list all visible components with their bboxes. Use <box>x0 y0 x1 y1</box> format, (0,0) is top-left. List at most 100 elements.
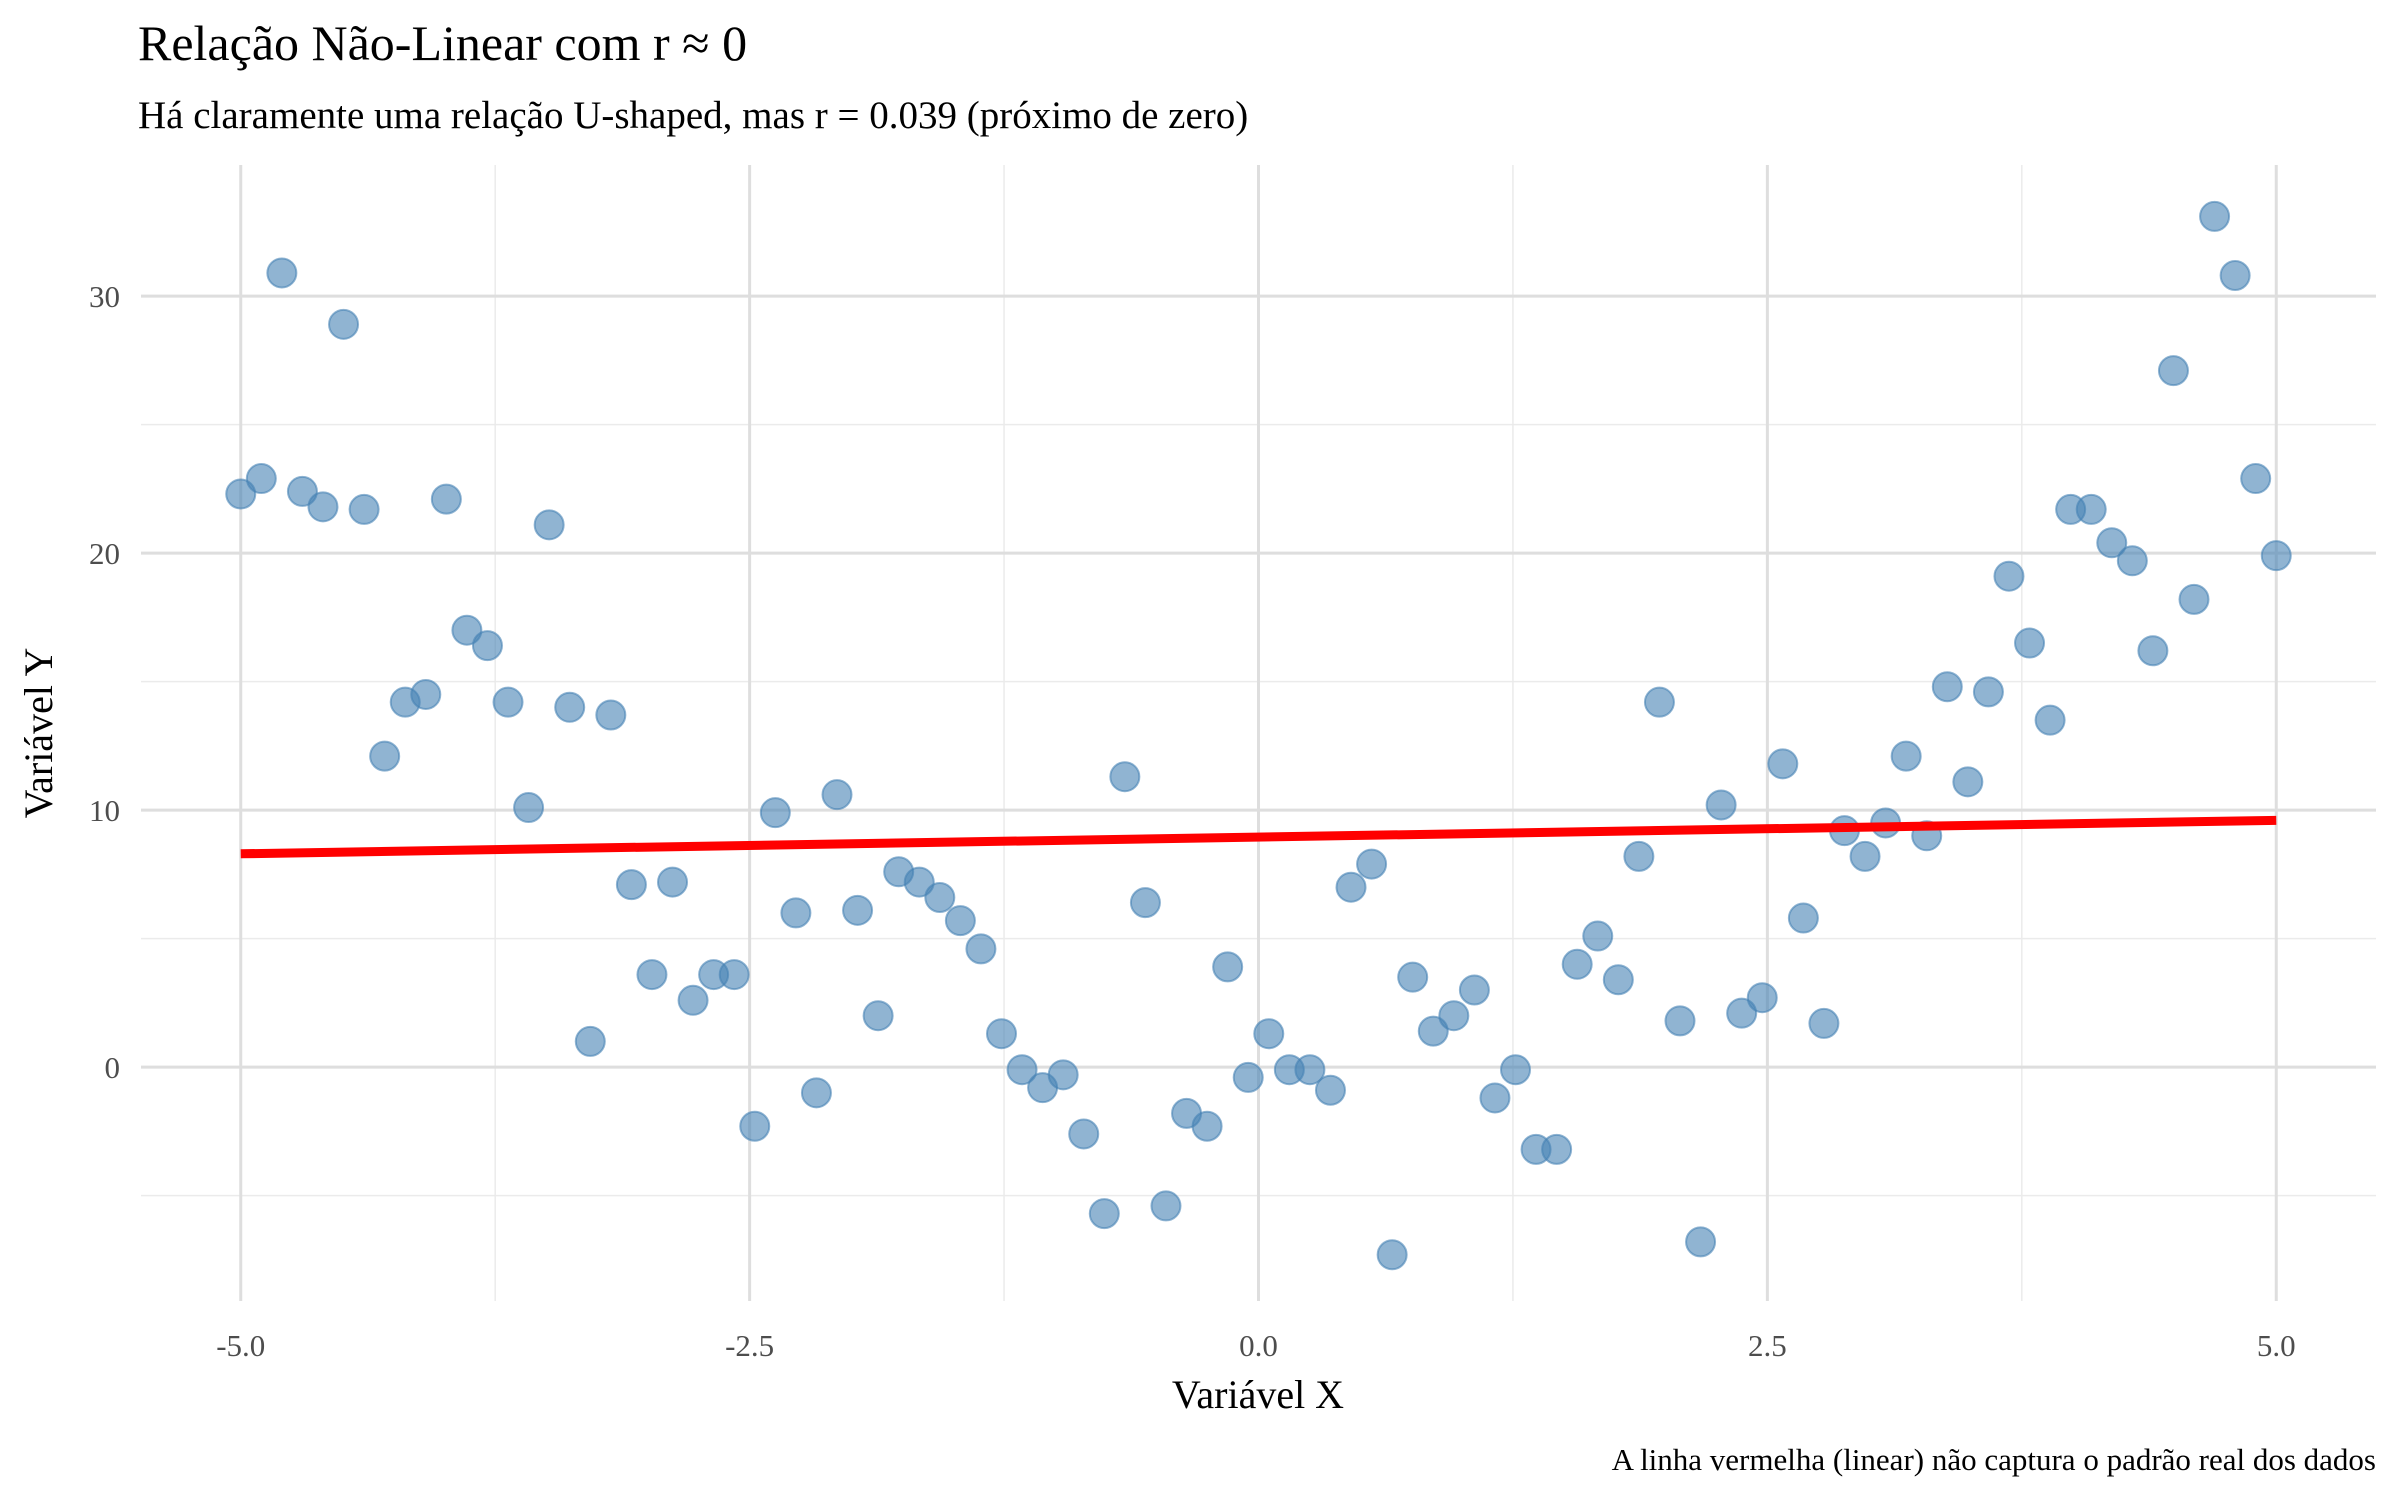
y-tick-label: 10 <box>89 793 120 828</box>
data-point <box>1376 1239 1408 1271</box>
data-point <box>328 308 360 340</box>
data-point <box>1438 1000 1470 1032</box>
data-point <box>2034 704 2066 736</box>
data-point <box>780 897 812 929</box>
data-point <box>903 866 935 898</box>
data-point <box>1191 1110 1223 1142</box>
data-point <box>225 478 257 510</box>
data-point <box>2137 635 2169 667</box>
data-point <box>1623 840 1655 872</box>
x-tick-label: -5.0 <box>216 1328 265 1363</box>
data-point <box>965 933 997 965</box>
data-point <box>513 792 545 824</box>
data-point <box>759 797 791 829</box>
y-axis-title: Variável Y <box>16 648 61 819</box>
data-point <box>1212 951 1244 983</box>
linear-fit-line <box>240 815 2277 859</box>
data-point <box>574 1025 606 1057</box>
data-point <box>1993 560 2025 592</box>
x-axis-title: Variável X <box>1172 1372 1344 1417</box>
data-point <box>1397 961 1429 993</box>
data-point <box>533 509 565 541</box>
data-point <box>1664 1005 1696 1037</box>
data-point <box>245 463 277 495</box>
data-point <box>1849 840 1881 872</box>
data-point <box>430 483 462 515</box>
data-point <box>1582 920 1614 952</box>
data-point <box>2075 493 2107 525</box>
chart-title: Relação Não-Linear com r ≈ 0 <box>138 15 747 71</box>
data-point <box>410 678 442 710</box>
data-point <box>1972 676 2004 708</box>
data-point <box>718 959 750 991</box>
data-point <box>739 1110 771 1142</box>
data-point <box>677 984 709 1016</box>
data-point <box>636 959 668 991</box>
data-point <box>1150 1190 1182 1222</box>
data-point <box>944 905 976 937</box>
data-point <box>2157 355 2189 387</box>
data-point <box>1767 748 1799 780</box>
data-point <box>1129 887 1161 919</box>
data-point <box>451 614 483 646</box>
data-point <box>595 699 627 731</box>
data-point <box>2014 627 2046 659</box>
data-point <box>369 740 401 772</box>
data-point <box>2096 527 2128 559</box>
y-tick-label: 20 <box>89 536 120 571</box>
data-point <box>1808 1007 1840 1039</box>
data-point <box>2116 545 2148 577</box>
y-tick-label: 0 <box>105 1050 121 1085</box>
data-point <box>1952 766 1984 798</box>
data-point <box>985 1018 1017 1050</box>
data-point <box>1088 1198 1120 1230</box>
grid <box>141 165 2376 1301</box>
data-point <box>1561 948 1593 980</box>
data-point <box>1006 1054 1038 1086</box>
data-point <box>1685 1226 1717 1258</box>
data-point <box>657 866 689 898</box>
data-point <box>1047 1059 1079 1091</box>
chart-caption: A linha vermelha (linear) não captura o … <box>1612 1442 2376 1477</box>
data-point <box>1253 1018 1285 1050</box>
y-tick-labels: 0 10 20 30 <box>89 279 120 1085</box>
data-point <box>1602 964 1634 996</box>
x-tick-label: 2.5 <box>1748 1328 1787 1363</box>
data-point <box>862 1000 894 1032</box>
data-point <box>348 493 380 525</box>
data-point <box>924 881 956 913</box>
data-point <box>2178 583 2210 615</box>
data-point <box>2260 540 2292 572</box>
data-point <box>286 475 318 507</box>
data-point <box>1109 761 1141 793</box>
data-point <box>615 869 647 901</box>
data-point <box>1931 671 1963 703</box>
data-point <box>266 257 298 289</box>
x-tick-labels: -5.0 -2.5 0.0 2.5 5.0 <box>216 1328 2295 1363</box>
data-point <box>1726 997 1758 1029</box>
data-point <box>1500 1054 1532 1086</box>
data-point <box>1643 686 1675 718</box>
data-point <box>1479 1082 1511 1114</box>
data-point <box>492 686 524 718</box>
data-point <box>1705 789 1737 821</box>
data-point <box>471 630 503 662</box>
data-point <box>2199 200 2231 232</box>
data-point <box>800 1077 832 1109</box>
data-point <box>1458 974 1490 1006</box>
data-point <box>1746 982 1778 1014</box>
x-tick-label: 5.0 <box>2257 1328 2296 1363</box>
data-point <box>1417 1015 1449 1047</box>
data-point <box>1787 902 1819 934</box>
x-tick-label: 0.0 <box>1239 1328 1278 1363</box>
fit-line-group <box>240 815 2277 859</box>
chart-subtitle: Há claramente uma relação U-shaped, mas … <box>138 94 1248 137</box>
data-point <box>2219 260 2251 292</box>
x-tick-label: -2.5 <box>725 1328 774 1363</box>
data-point <box>1356 848 1388 880</box>
data-point <box>842 894 874 926</box>
data-point <box>554 691 586 723</box>
data-point <box>307 491 339 523</box>
y-tick-label: 30 <box>89 279 120 314</box>
